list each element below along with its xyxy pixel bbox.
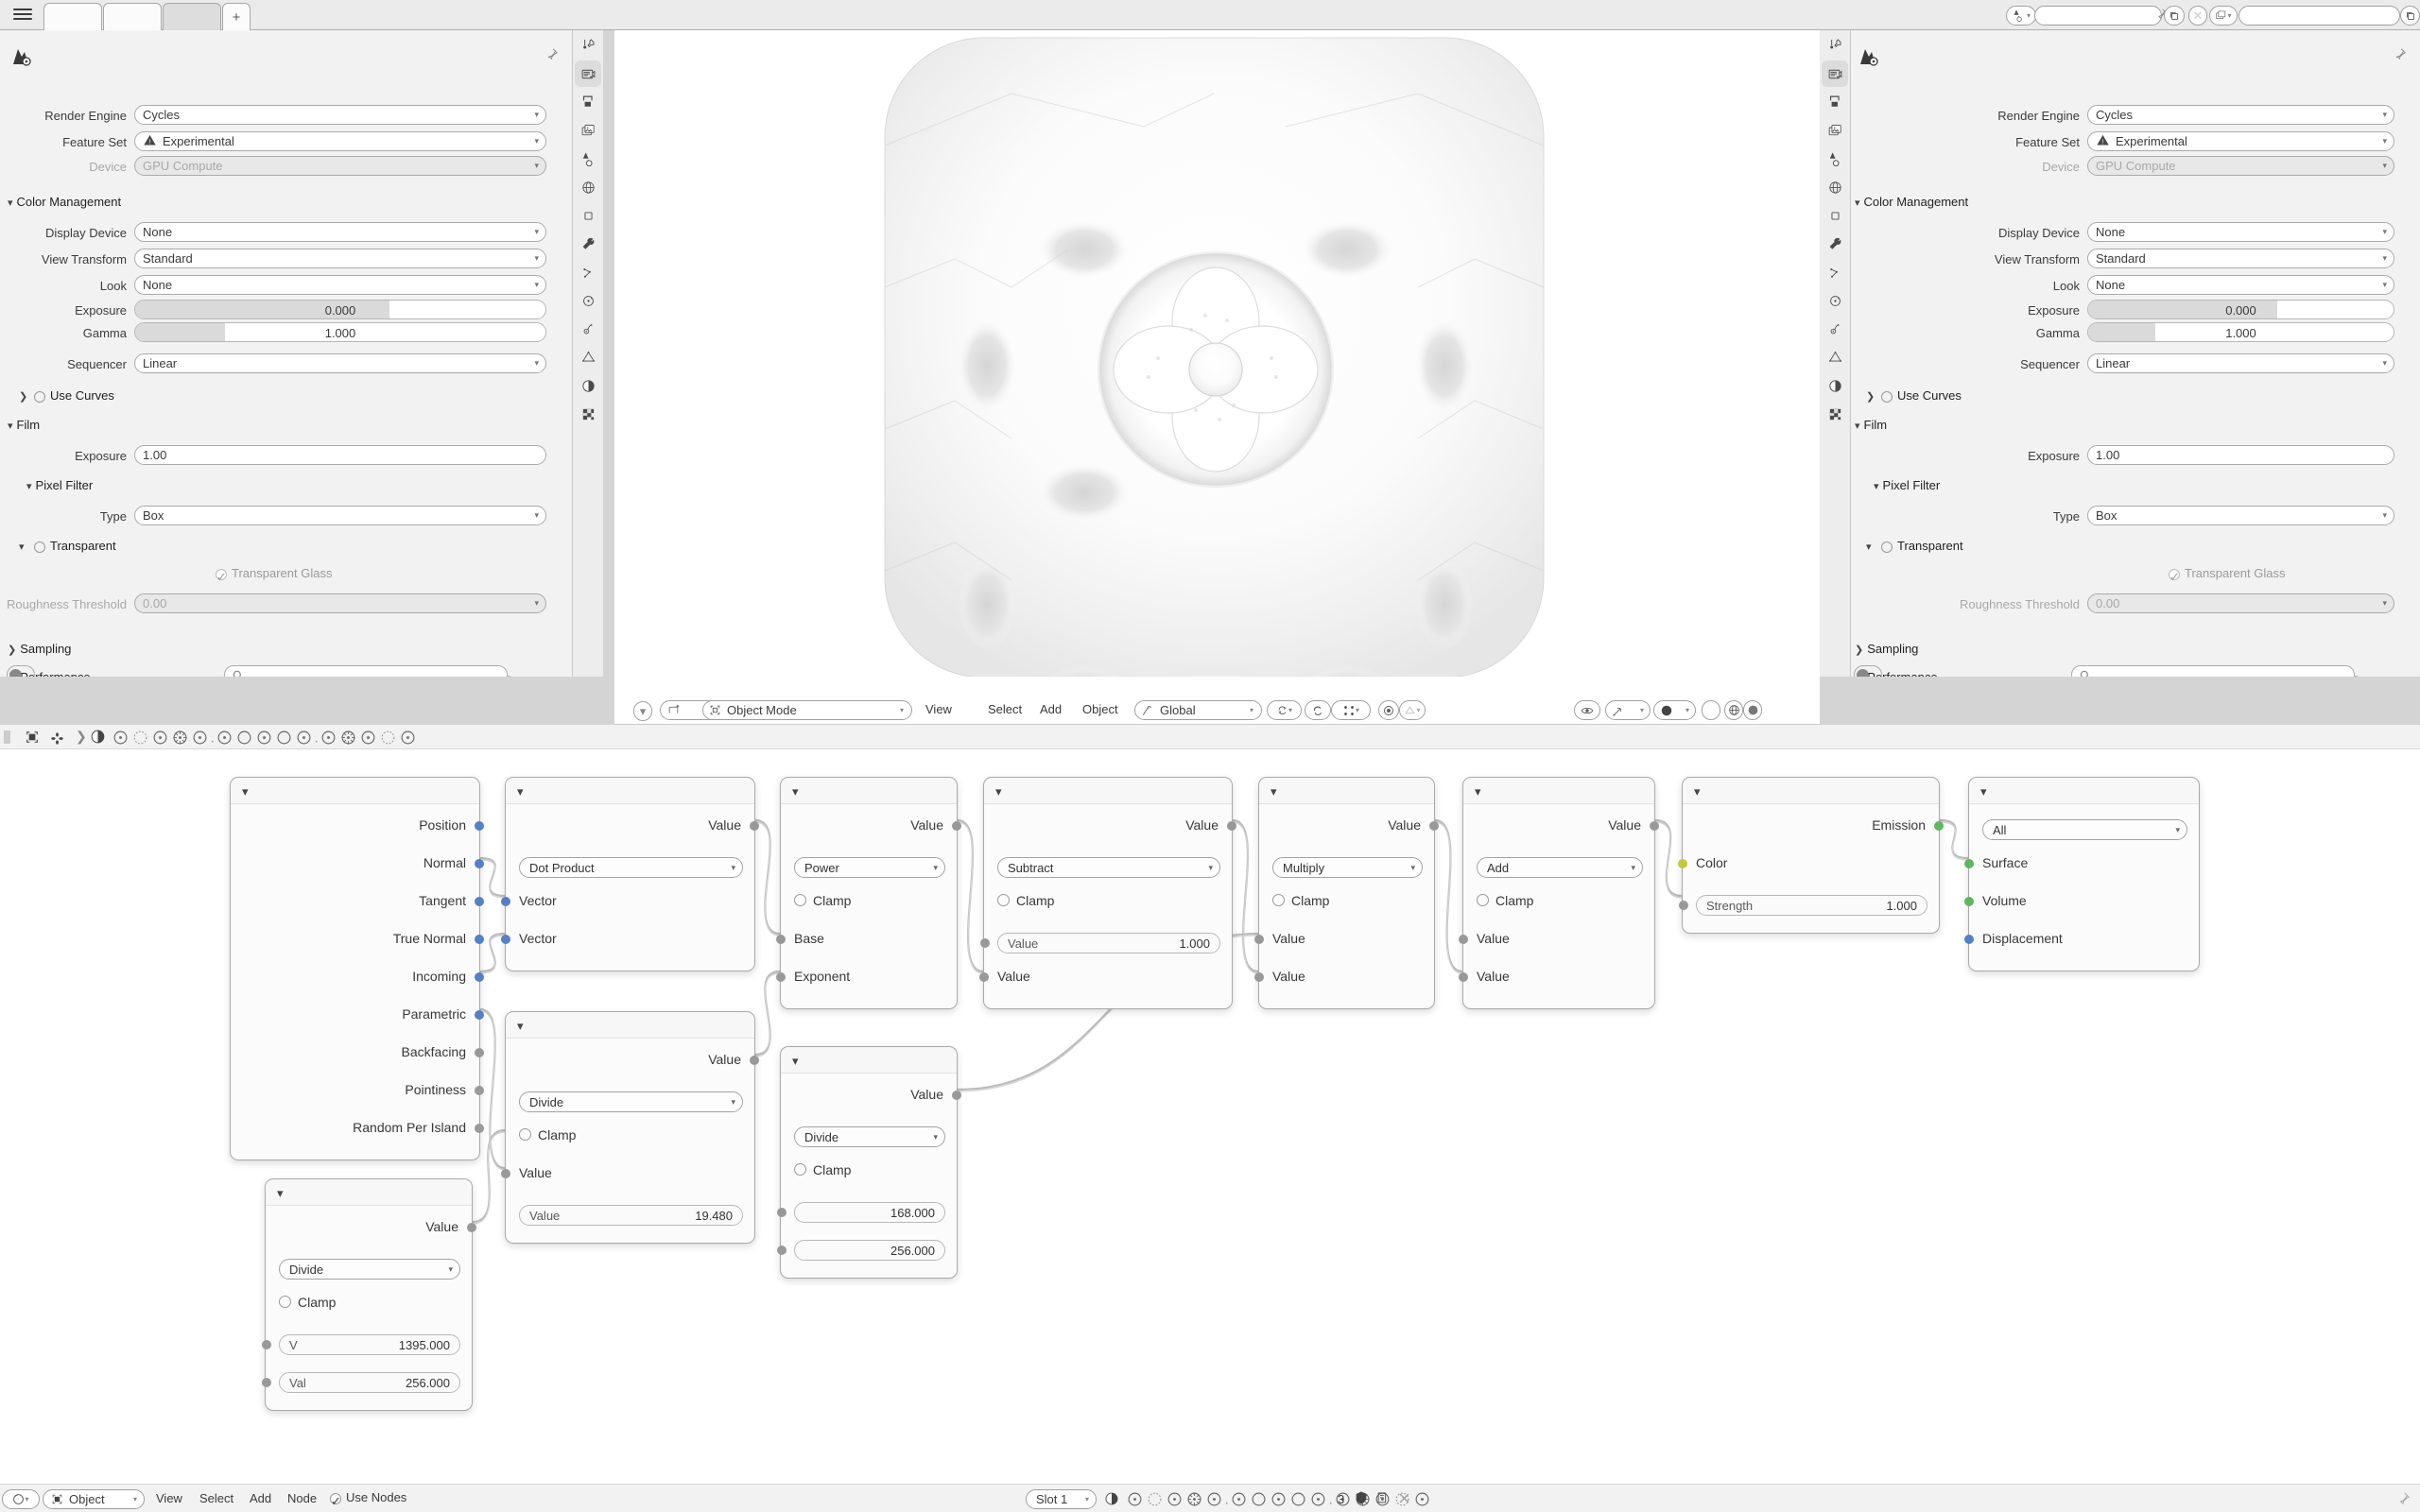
svg-text:!: ! bbox=[2102, 139, 2104, 146]
svg-text:!: ! bbox=[149, 139, 151, 146]
